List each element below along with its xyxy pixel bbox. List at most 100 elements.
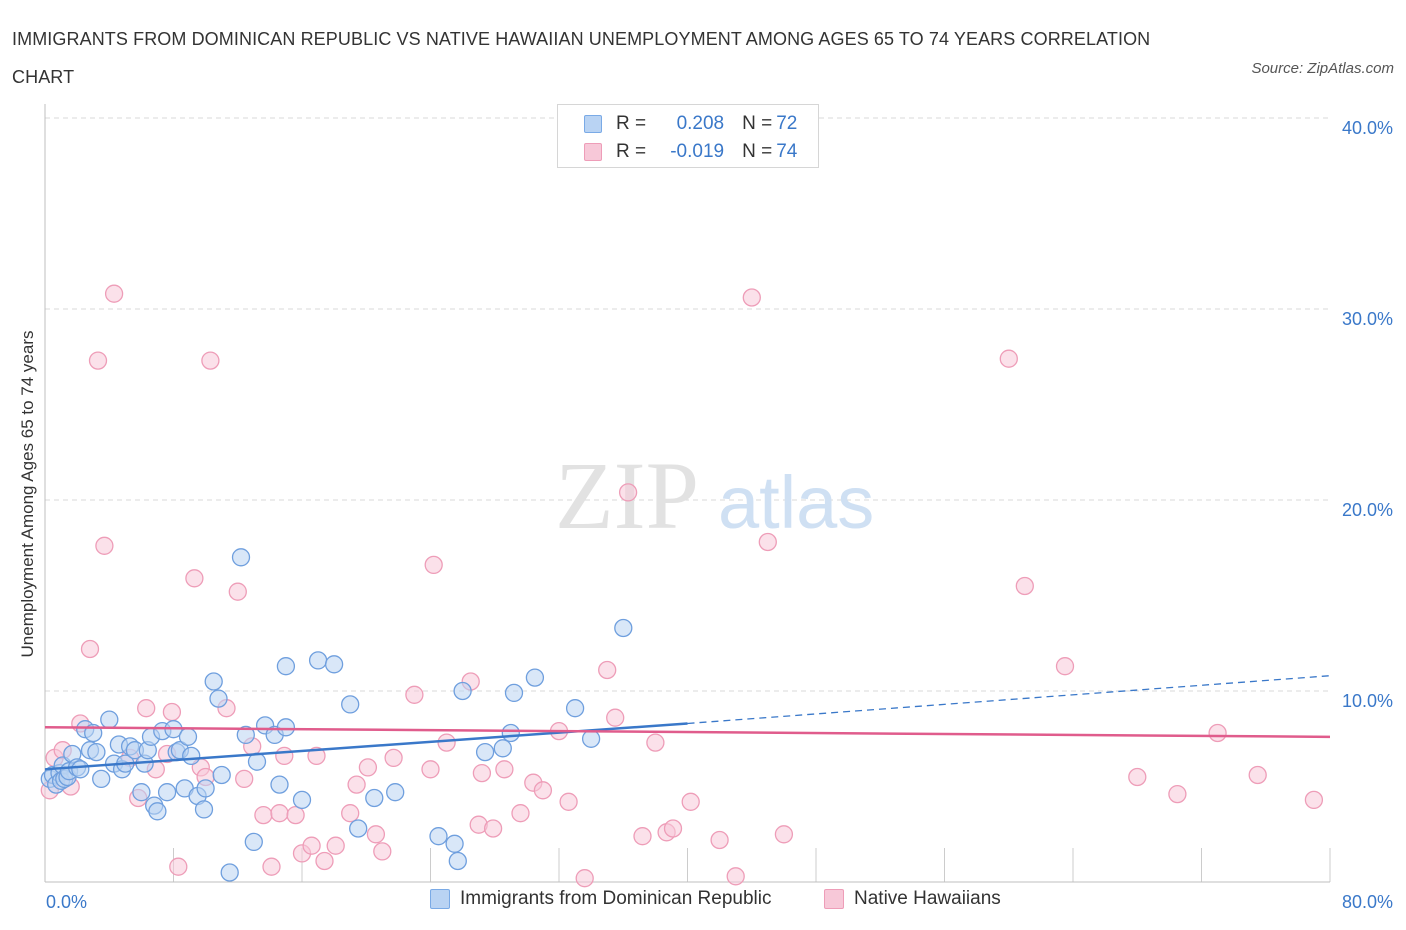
point-native-hawaiians [421,760,440,779]
point-native-hawaiians [270,804,289,823]
legend-r-label-2: R = [616,141,647,162]
point-dominican-republic [182,746,201,766]
point-dominican-republic [276,657,296,676]
legend-r-value-2: -0.019 [670,141,725,162]
point-dominican-republic [349,819,368,838]
point-native-hawaiians [1168,784,1187,804]
point-dominican-republic [220,863,239,882]
legend-swatch-blue [584,115,602,133]
legend-row-native-hawaiians: R = -0.019 N = 74 [584,139,797,165]
series-legend-dominican-republic[interactable]: Immigrants from Dominican Republic [430,888,772,910]
point-dominican-republic [504,683,524,703]
point-dominican-republic [212,765,231,785]
point-dominican-republic [276,718,296,737]
grid-layer [45,117,1330,692]
point-native-hawaiians [373,842,392,861]
point-native-hawaiians [483,819,503,838]
point-native-hawaiians [774,825,794,844]
point-dominican-republic [501,723,520,743]
trendline-dominican-republic-projection [687,675,1331,725]
point-native-hawaiians [88,351,108,370]
y-axis-label: Unemployment Among Ages 65 to 74 years [18,331,37,658]
point-native-hawaiians [169,857,188,876]
y-tick-label-40: 40.0% [1342,118,1393,138]
legend-r-value-1: 0.208 [676,113,725,134]
y-tick-label-20: 20.0% [1342,500,1393,520]
points-native-hawaiians [40,284,1324,888]
point-dominican-republic [148,802,167,821]
point-native-hawaiians [742,288,761,307]
point-native-hawaiians [235,769,254,789]
point-dominican-republic [493,739,512,758]
point-native-hawaiians [254,805,273,825]
point-dominican-republic [236,725,255,745]
point-native-hawaiians [1304,790,1324,810]
point-native-hawaiians [286,805,305,825]
point-native-hawaiians [315,851,334,871]
legend-n-value-2: 74 [776,141,798,162]
series-legend-swatch-blue [430,889,450,909]
point-native-hawaiians [681,792,700,811]
point-dominican-republic [614,618,633,638]
point-dominican-republic [100,710,119,729]
point-native-hawaiians [758,532,777,552]
point-native-hawaiians [302,836,321,855]
point-native-hawaiians [663,819,683,838]
point-dominican-republic [475,742,495,762]
tick-layer: 10.0% 20.0% 30.0% 40.0% 0.0% 80.0% [46,118,1393,912]
point-native-hawaiians [437,733,456,752]
point-dominican-republic [178,727,198,746]
point-native-hawaiians [228,582,247,601]
point-dominican-republic [565,699,585,718]
point-native-hawaiians [358,758,378,777]
trendline-native-hawaiians [44,726,1331,739]
point-dominican-republic [157,783,177,802]
point-native-hawaiians [618,483,638,502]
correlation-legend: R = 0.208 N = 72 R = -0.019 N = 74 [557,104,819,168]
point-dominican-republic [341,695,360,714]
point-native-hawaiians [1015,576,1034,596]
point-native-hawaiians [162,702,182,722]
point-native-hawaiians [347,775,366,794]
point-native-hawaiians [424,555,443,575]
point-dominican-republic [204,672,223,691]
point-native-hawaiians [1128,767,1147,787]
point-native-hawaiians [575,869,594,888]
legend-swatch-pink [584,143,602,161]
point-native-hawaiians [1055,657,1075,676]
point-native-hawaiians [726,867,745,886]
point-dominican-republic [453,681,472,701]
point-native-hawaiians [104,284,124,303]
point-dominican-republic [196,779,215,798]
point-native-hawaiians [275,746,294,766]
series-legend-label-2: Native Hawaiians [854,888,1001,909]
point-dominican-republic [445,834,464,853]
source-label: Source: ZipAtlas.com [1251,60,1394,77]
point-native-hawaiians [710,830,729,850]
watermark: ZIP atlas [555,442,874,549]
x-tick-label-80: 80.0% [1342,892,1393,912]
series-legend: Immigrants from Dominican Republic Nativ… [0,888,1406,916]
point-native-hawaiians [366,825,386,844]
point-native-hawaiians [185,569,204,588]
point-dominican-republic [324,655,344,674]
point-native-hawaiians [495,760,514,779]
point-native-hawaiians [80,639,100,659]
point-dominican-republic [581,729,601,748]
point-dominican-republic [525,668,545,687]
point-dominican-republic [87,742,106,762]
point-native-hawaiians [201,351,220,370]
legend-n-label-1: N = [742,113,773,134]
point-dominican-republic [244,832,263,852]
series-legend-native-hawaiians[interactable]: Native Hawaiians [824,888,1001,910]
point-native-hawaiians [341,804,360,823]
point-native-hawaiians [533,781,553,800]
point-dominican-republic [292,790,312,810]
point-native-hawaiians [633,827,652,846]
point-native-hawaiians [326,836,345,855]
point-native-hawaiians [999,349,1018,368]
trend-layer [44,675,1331,771]
point-dominican-republic [209,689,228,708]
point-dominican-republic [71,760,90,779]
